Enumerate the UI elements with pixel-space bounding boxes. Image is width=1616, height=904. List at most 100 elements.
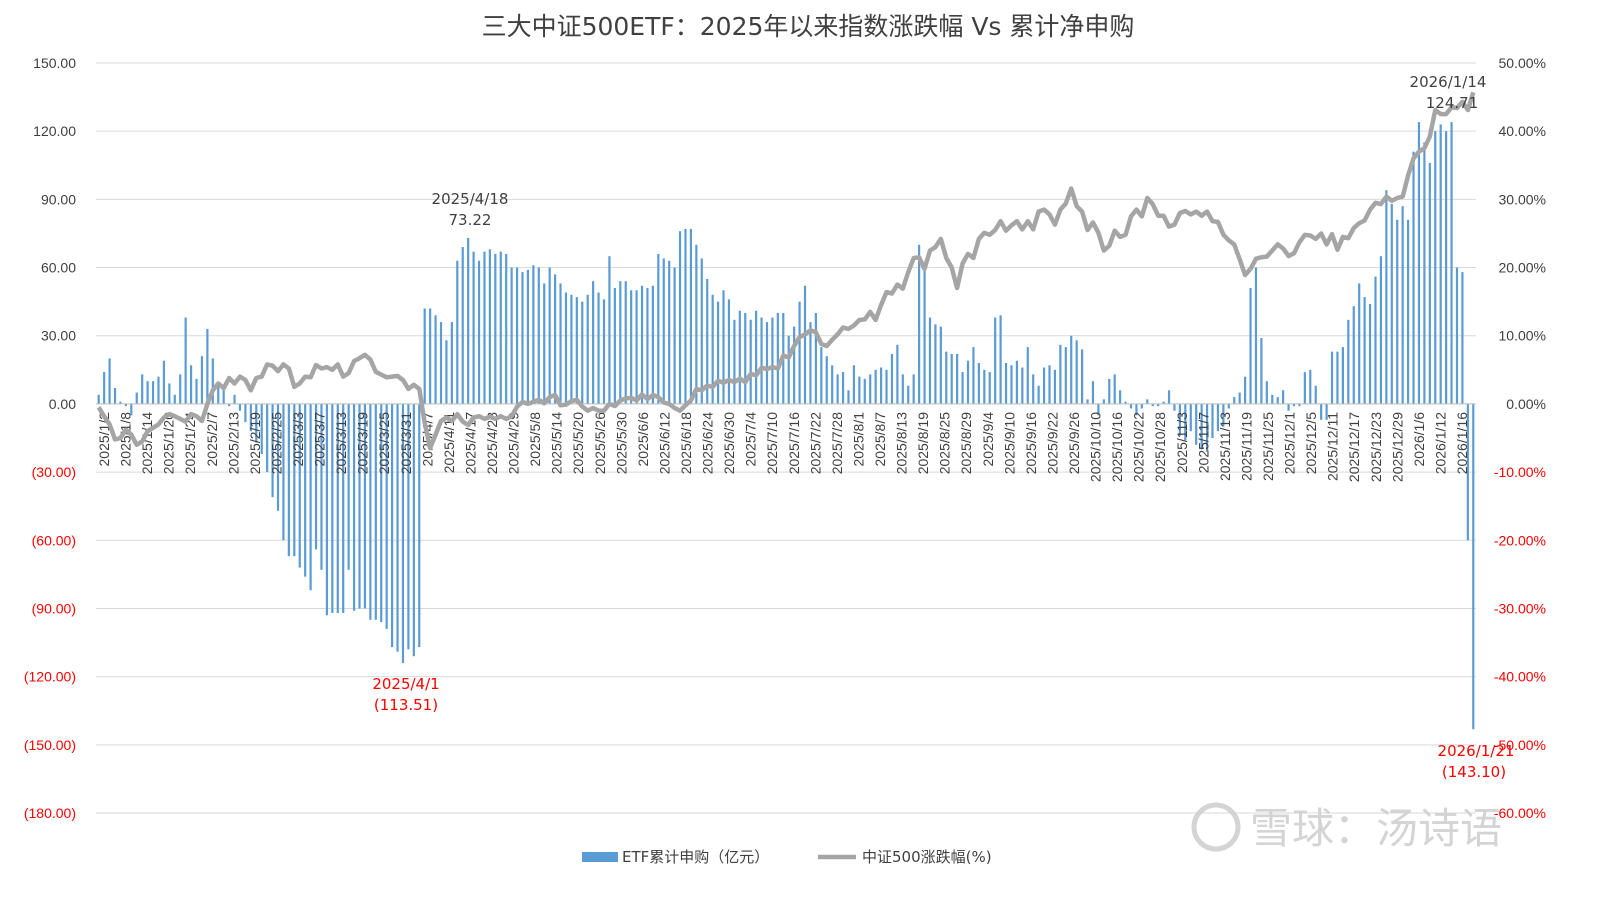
y-right-tick-label: 40.00%: [1499, 123, 1546, 139]
bar: [255, 403, 258, 443]
bar: [564, 292, 568, 404]
y-left-tick-label: (150.00): [24, 737, 76, 753]
bar: [879, 367, 883, 404]
bar: [1178, 403, 1181, 436]
x-tick-label: 2025/5/20: [570, 412, 586, 474]
bar: [374, 403, 377, 620]
y-left-tick-label: 60.00: [41, 260, 76, 276]
x-tick-label: 2025/12/11: [1325, 412, 1341, 481]
x-tick-label: 2025/8/1: [850, 412, 866, 467]
bar: [1336, 351, 1339, 404]
bar: [445, 340, 448, 404]
bar: [706, 278, 709, 404]
bar: [890, 353, 894, 404]
bar: [825, 356, 828, 404]
bar: [347, 403, 350, 570]
bar: [755, 310, 758, 404]
bar: [733, 319, 736, 404]
bar: [385, 403, 388, 629]
bar: [613, 288, 616, 404]
bar: [1401, 206, 1404, 404]
x-tick-label: 2026/1/12: [1432, 412, 1448, 474]
x-tick-label: 2025/4/23: [484, 412, 500, 474]
bar: [1004, 363, 1008, 404]
line-series: [96, 91, 1476, 451]
bar: [716, 301, 720, 404]
bar: [380, 403, 383, 623]
bar: [1309, 369, 1312, 404]
bar: [956, 353, 959, 404]
bar: [488, 249, 491, 404]
bar: [1157, 403, 1160, 407]
y-left-tick-label: 90.00: [41, 191, 76, 207]
x-tick-label: 2025/3/13: [333, 412, 349, 474]
annotation-high-date: 2026/1/14: [1410, 73, 1487, 91]
bar: [1167, 390, 1171, 404]
bar: [363, 403, 367, 609]
bar: [1276, 397, 1279, 404]
bar: [586, 294, 589, 404]
watermark-logo-icon: [1191, 802, 1241, 852]
bar: [847, 390, 850, 404]
x-tick-label: 2025/6/24: [700, 412, 716, 474]
x-tick-label: 2025/2/25: [268, 412, 284, 474]
bar: [841, 372, 845, 404]
x-tick-label: 2025/12/1: [1282, 412, 1298, 474]
bar: [173, 394, 176, 404]
bar: [869, 374, 872, 404]
bar: [863, 378, 866, 404]
bar: [858, 376, 861, 404]
bar: [592, 281, 595, 404]
x-tick-label: 2025/9/16: [1023, 412, 1039, 474]
bar: [1352, 306, 1355, 404]
x-tick-label: 2025/9/10: [1001, 412, 1017, 474]
x-tick-label: 2025/2/13: [225, 412, 241, 474]
y-left-tick-label: (120.00): [24, 669, 76, 685]
bar: [559, 283, 562, 404]
bar: [602, 299, 606, 404]
bar: [1265, 381, 1268, 404]
bar: [966, 360, 970, 404]
bar: [412, 403, 415, 657]
bar: [266, 403, 269, 473]
bar: [597, 292, 600, 404]
bar: [423, 308, 426, 404]
bar: [146, 381, 149, 404]
bar: [1200, 403, 1203, 450]
bar: [1189, 403, 1192, 432]
bar: [499, 251, 502, 404]
bar: [553, 274, 557, 404]
bar: [1124, 401, 1127, 404]
bar: [179, 374, 182, 404]
bar: [1026, 347, 1029, 404]
bar: [130, 403, 133, 416]
bar: [1010, 365, 1013, 404]
bar: [994, 317, 997, 404]
x-tick-label: 2025/4/17: [462, 412, 478, 474]
bar: [1211, 403, 1214, 438]
bar: [1379, 256, 1383, 404]
bar: [945, 351, 948, 404]
bar: [1347, 319, 1350, 404]
bar: [369, 403, 372, 620]
bar: [1042, 367, 1046, 404]
left-axis-ticks: 150.00 120.00 90.00 60.00 30.00 0.00 (30.00) (6…: [24, 55, 76, 821]
y-left-tick-label: (90.00): [32, 600, 76, 616]
bar: [103, 372, 106, 404]
annotation-high-value: 124.71: [1426, 94, 1479, 112]
bar: [526, 269, 530, 404]
bar: [1119, 390, 1122, 404]
x-tick-label: 2025/3/3: [290, 412, 306, 467]
bar: [793, 326, 796, 404]
bar: [1249, 288, 1252, 404]
bar: [1227, 403, 1230, 409]
bar: [206, 328, 209, 404]
bar: [543, 283, 546, 404]
x-tick-label: 2025/5/8: [527, 412, 543, 467]
bar: [1287, 403, 1290, 411]
bar: [1417, 122, 1421, 404]
bar: [97, 394, 100, 404]
bar: [912, 374, 915, 404]
bar: [1086, 399, 1089, 404]
bar: [1205, 403, 1209, 452]
